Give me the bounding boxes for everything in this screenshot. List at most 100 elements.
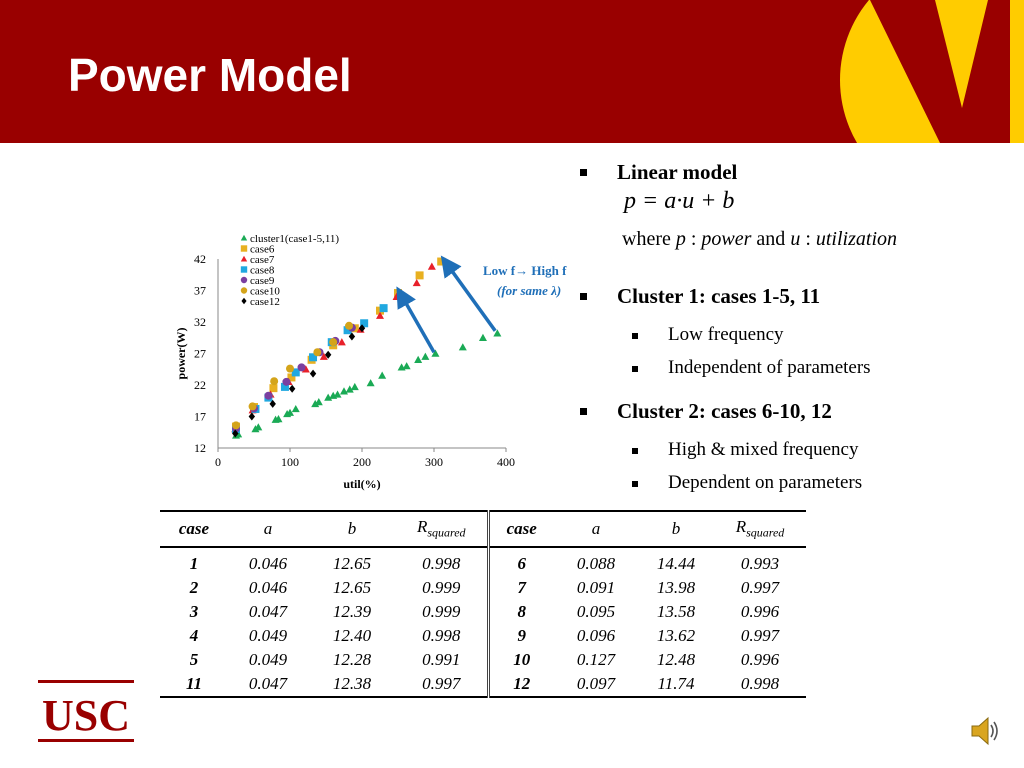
legend-marker — [240, 266, 248, 273]
bullet-cluster2: Cluster 2: cases 6-10, 12 — [617, 399, 832, 423]
x-axis-label: util(%) — [343, 477, 380, 491]
data-point — [280, 382, 289, 391]
series-case8 — [232, 304, 388, 434]
legend-entry: case10 — [250, 286, 280, 298]
data-point — [366, 379, 375, 387]
data-point — [412, 278, 421, 287]
header-case: case — [160, 510, 228, 548]
data-point — [269, 384, 278, 393]
sub-bullet-square-icon — [632, 366, 638, 372]
data-point — [345, 385, 354, 393]
table-row: 2 0.046 12.65 0.999 7 0.091 13.98 0.997 — [160, 576, 806, 600]
header-b: b — [308, 510, 396, 548]
data-point — [340, 387, 348, 395]
legend-marker — [241, 297, 247, 305]
data-point — [274, 415, 283, 423]
data-point — [358, 324, 366, 333]
table-row: 1 0.046 12.65 0.998 6 0.088 14.44 0.993 — [160, 547, 806, 576]
data-point — [287, 373, 296, 382]
y-tick-label: 32 — [194, 315, 206, 329]
data-point — [286, 364, 294, 373]
table-cell: 0.996 — [740, 602, 780, 621]
table-cell: 11 — [160, 672, 228, 698]
x-tick-label: 100 — [281, 455, 299, 469]
table-cell: 0.997 — [740, 578, 780, 597]
annotation-arrow — [396, 286, 436, 354]
data-point — [232, 429, 239, 438]
table-cell: 0.096 — [576, 626, 616, 645]
table-cell: 0.095 — [576, 602, 616, 621]
data-point — [431, 349, 440, 357]
data-point — [350, 382, 359, 391]
table-cell: 11.74 — [638, 672, 714, 698]
scatter-chart: 0 100 200 300 400 12 17 22 27 32 37 42 util(%) power(… — [174, 233, 567, 491]
table-cell: 0.088 — [576, 554, 616, 573]
sub-bullet-square-icon — [632, 333, 638, 339]
data-point — [427, 262, 436, 270]
data-point — [319, 352, 328, 360]
table-cell: 8 — [486, 600, 554, 624]
annotation-line2: (for same λ) — [497, 283, 561, 298]
table-cell: 12.48 — [656, 650, 696, 669]
data-point — [264, 391, 273, 400]
table-cell: 12 — [486, 672, 554, 698]
data-point — [254, 423, 263, 431]
legend-entry: case6 — [250, 244, 275, 256]
legend-marker — [240, 255, 248, 262]
data-point — [282, 377, 291, 386]
data-point — [415, 271, 424, 280]
data-point — [301, 365, 310, 373]
table-row: 11 0.047 12.38 0.997 12 0.097 11.74 0.998 — [160, 672, 806, 698]
data-point — [402, 362, 411, 370]
y-tick-label: 37 — [194, 284, 206, 298]
slide-title: Power Model — [68, 49, 352, 101]
table-cell: 13.58 — [656, 602, 696, 621]
data-point — [270, 377, 279, 386]
table-cell: 0.049 — [248, 626, 288, 645]
annotation-line1: Low f→ High f — [483, 263, 567, 278]
data-point — [232, 421, 240, 430]
table-cell: 0.127 — [576, 650, 616, 669]
y-tick-label: 27 — [194, 347, 206, 361]
formula-where: where p : power and u : utilization — [622, 228, 897, 250]
data-point — [309, 353, 318, 362]
annotation-arrows — [396, 255, 497, 354]
data-point — [414, 355, 423, 363]
bullet-cluster1: Cluster 1: cases 1-5, 11 — [617, 284, 821, 308]
header-a: a — [554, 510, 638, 548]
bullet-linear-model: Linear model — [617, 160, 738, 184]
table-cell: 0.991 — [422, 650, 461, 669]
speaker-icon[interactable] — [970, 714, 1000, 748]
data-point — [314, 398, 323, 406]
annotation-arrow — [440, 255, 497, 332]
legend-entry: case8 — [250, 265, 275, 277]
table-cell: 12.38 — [308, 672, 396, 698]
legend-entry: cluster1(case1-5,11) — [250, 233, 339, 245]
table-cell: 0.091 — [576, 578, 616, 597]
table-cell: 0.996 — [740, 650, 780, 669]
header-rsquared: Rsquared — [396, 510, 488, 548]
sub-bullet-independent: Independent of parameters — [668, 357, 871, 378]
data-point — [313, 348, 322, 357]
table-cell: 0.998 — [714, 672, 806, 698]
x-tick-label: 200 — [353, 455, 371, 469]
legend-entry: case12 — [250, 296, 280, 308]
table-cell: 4 — [189, 626, 199, 645]
table-cell: 12.65 — [332, 578, 372, 597]
data-point — [421, 352, 430, 360]
data-point — [379, 304, 388, 313]
data-point — [458, 343, 467, 351]
table-cell: 0.997 — [740, 626, 780, 645]
series-case12 — [232, 324, 366, 438]
table-cell: 13.98 — [656, 578, 696, 597]
sub-bullet-dependent: Dependent on parameters — [668, 472, 863, 493]
table-cell: 0.993 — [740, 554, 780, 573]
table-cell: 3 — [189, 602, 199, 621]
table-cell: 12.40 — [332, 626, 372, 645]
series-cluster1(case1-5,11) — [232, 329, 502, 439]
x-tick-label: 300 — [425, 455, 443, 469]
data-point — [348, 332, 356, 341]
table-cell: 0.997 — [396, 672, 488, 698]
y-tick-label: 42 — [194, 252, 206, 266]
y-tick-label: 22 — [194, 378, 206, 392]
